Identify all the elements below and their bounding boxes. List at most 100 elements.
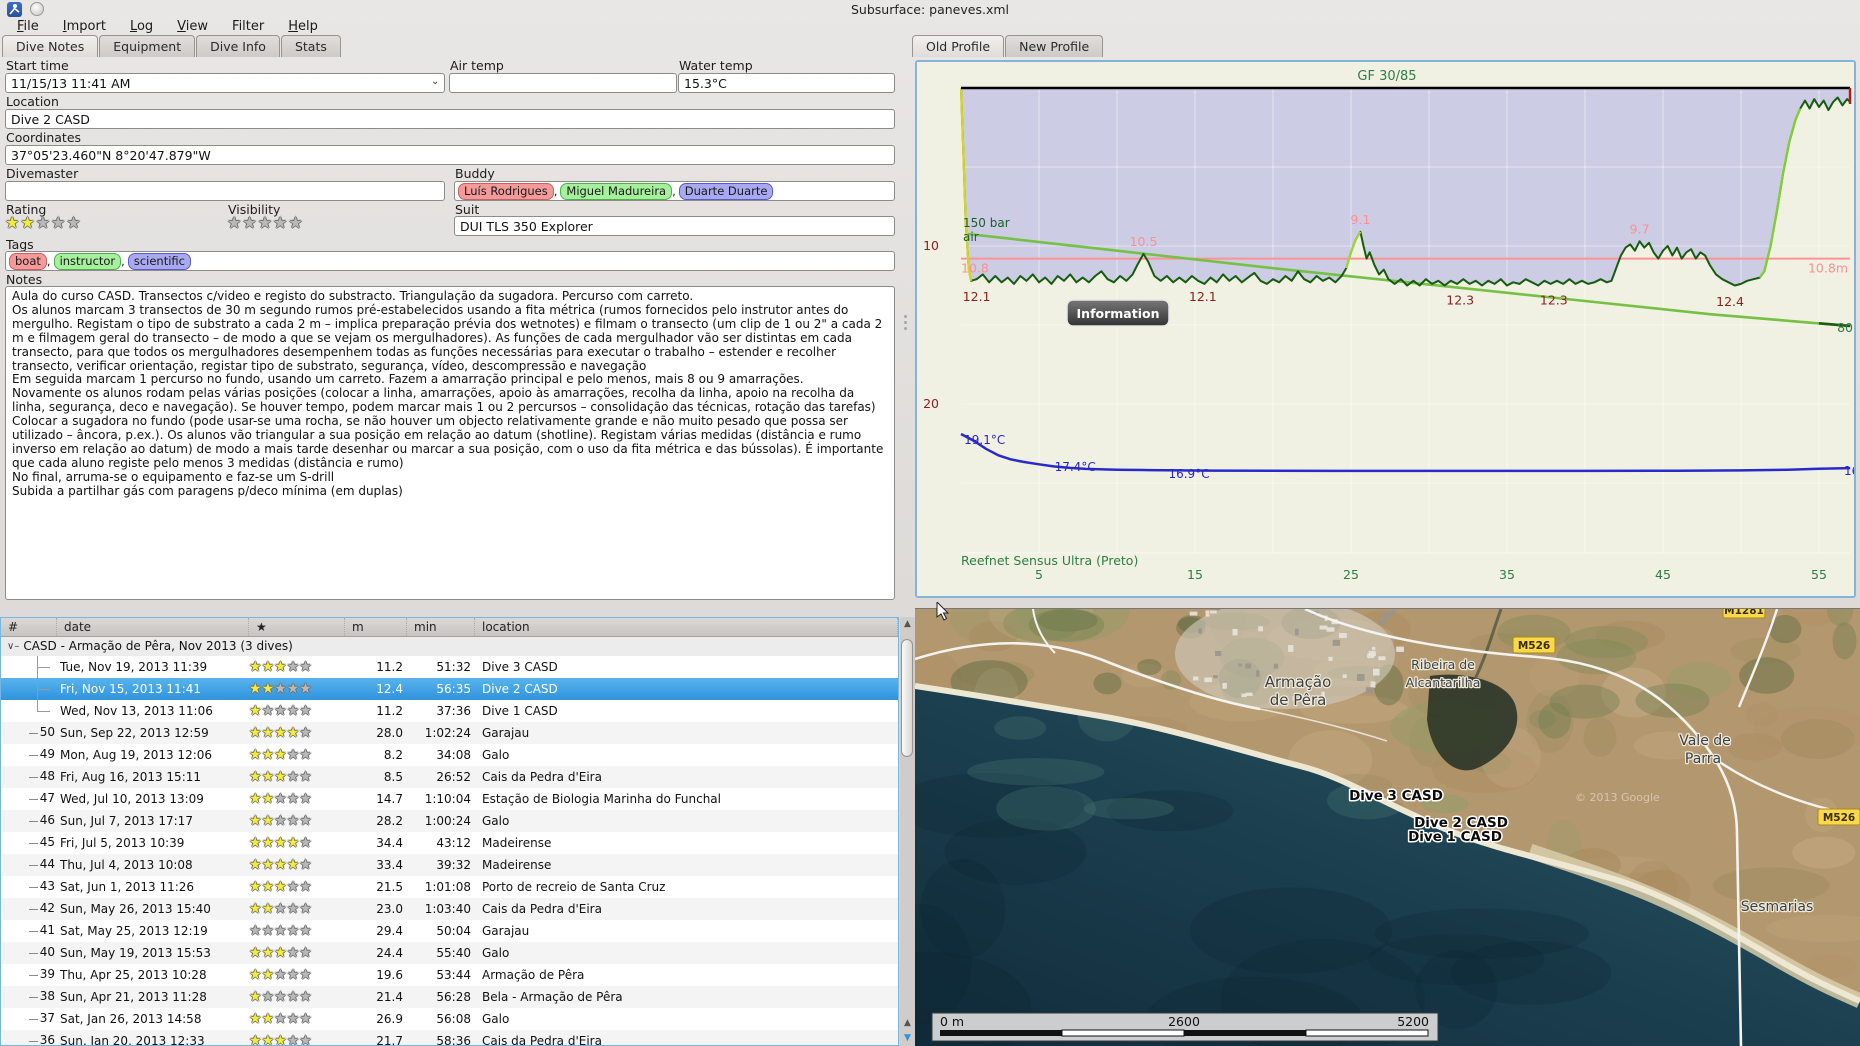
dive-row[interactable]: 42 Sun, May 26, 2013 15:40 ★ ★ ★ ★ ★ 23.0 1:03:4… xyxy=(1,898,898,921)
suit-field[interactable] xyxy=(454,216,895,236)
air-temp-field[interactable] xyxy=(449,73,677,93)
menu-log[interactable]: Log xyxy=(129,19,154,34)
menu-file[interactable]: File xyxy=(17,19,39,34)
visibility-stars[interactable]: ★ ★ ★ ★ ★ xyxy=(227,215,304,231)
dive-row[interactable]: 37 Sat, Jan 26, 2013 14:58 ★ ★ ★ ★ ★ 26.9 56:08 G… xyxy=(1,1008,898,1030)
dive-depth: 29.4 xyxy=(376,924,403,939)
star-rating[interactable]: ★ ★ ★ ★ ★ xyxy=(249,901,345,917)
tab-stats[interactable]: Stats xyxy=(280,35,341,57)
dive-site-marker[interactable]: Dive 2 CASD xyxy=(1413,814,1510,833)
dive-row[interactable]: Fri, Nov 15, 2013 11:41 ★ ★ ★ ★ ★ 12.4 56:35 Div… xyxy=(1,677,898,700)
svg-text:9.1: 9.1 xyxy=(1350,212,1370,227)
mouse-cursor xyxy=(936,600,954,622)
dive-profile-chart[interactable]: 10.8 10.8m GF 30/85 150 bar air 80 10 20 5 15 25 35… xyxy=(915,60,1859,598)
window-button-icon[interactable] xyxy=(30,2,44,16)
dive-row[interactable]: 41 Sat, May 25, 2013 12:19 ★ ★ ★ ★ ★ 29.4 50:04 G… xyxy=(1,920,898,942)
star-rating[interactable]: ★ ★ ★ ★ ★ xyxy=(249,923,345,939)
dive-site-map[interactable]: M526 M526 M1281 Armação de Pêra Ribeira de Alc… xyxy=(914,601,1860,1046)
menu-help[interactable]: Help xyxy=(288,19,318,34)
divemaster-field[interactable] xyxy=(5,181,445,201)
dive-row[interactable]: 49 Mon, Aug 19, 2013 12:06 ★ ★ ★ ★ ★ 8.2 34:08 Ga… xyxy=(1,744,898,766)
star-rating[interactable]: ★ ★ ★ ★ ★ xyxy=(249,857,345,873)
star-rating[interactable]: ★ ★ ★ ★ ★ xyxy=(249,879,345,895)
dive-site-marker[interactable]: Dive 3 CASD xyxy=(1348,787,1445,806)
dive-location: Porto de recreio de Santa Cruz xyxy=(482,880,666,895)
tab-dive-notes[interactable]: Dive Notes xyxy=(2,35,99,57)
scrollbar-thumb[interactable] xyxy=(901,639,913,757)
scroll-down-icon[interactable]: ▼ xyxy=(904,1033,911,1043)
star-rating[interactable]: ★ ★ ★ ★ ★ xyxy=(227,215,304,231)
star-rating[interactable]: ★ ★ ★ ★ ★ xyxy=(249,703,345,719)
buddy-field[interactable]: Luís Rodrigues, Miguel Madureira, Duarte D… xyxy=(454,181,895,201)
star-rating[interactable]: ★ ★ ★ ★ ★ xyxy=(249,967,345,983)
start-time-combo[interactable] xyxy=(5,73,445,93)
star-rating[interactable]: ★ ★ ★ ★ ★ xyxy=(249,1033,345,1045)
dive-depth: 21.7 xyxy=(376,1034,403,1046)
tab-dive-info[interactable]: Dive Info xyxy=(196,35,280,57)
dive-row[interactable]: 48 Fri, Aug 16, 2013 15:11 ★ ★ ★ ★ ★ 8.5 26:52 Ca… xyxy=(1,765,898,788)
tab-new-profile[interactable]: New Profile xyxy=(1005,35,1104,57)
dive-row[interactable]: Wed, Nov 13, 2013 11:06 ★ ★ ★ ★ ★ 11.2 37:36 Div… xyxy=(1,699,898,722)
column-header-location[interactable]: location xyxy=(475,618,898,636)
scroll-up2-icon[interactable]: ▲ xyxy=(904,1018,911,1028)
star-rating[interactable]: ★ ★ ★ ★ ★ xyxy=(249,769,345,785)
dive-list[interactable]: # date ★ m min location ∨– CASD - Armação de P… xyxy=(0,617,899,1046)
star-empty-icon: ★ xyxy=(299,1011,312,1028)
svg-text:55: 55 xyxy=(1811,567,1827,582)
dive-list-header[interactable]: # date ★ m min location xyxy=(1,618,898,637)
dive-number: 45 xyxy=(39,834,55,849)
dropdown-arrow-icon[interactable]: ⌄ xyxy=(431,76,440,87)
dive-row[interactable]: Tue, Nov 19, 2013 11:39 ★ ★ ★ ★ ★ 11.2 51:32 Div… xyxy=(1,655,898,678)
tab-equipment[interactable]: Equipment xyxy=(99,35,196,57)
trip-group-row[interactable]: ∨– CASD - Armação de Pêra, Nov 2013 (3 di… xyxy=(1,637,898,656)
coordinates-field[interactable] xyxy=(5,145,895,165)
dive-row[interactable]: 46 Sun, Jul 7, 2013 17:17 ★ ★ ★ ★ ★ 28.2 1:00:24… xyxy=(1,809,898,832)
column-header-num[interactable]: # xyxy=(1,618,57,636)
scroll-up-icon[interactable]: ▲ xyxy=(904,619,911,629)
dive-site-marker[interactable]: Dive 1 CASD xyxy=(1407,828,1504,847)
dive-location: Madeirense xyxy=(482,835,552,850)
dive-row[interactable]: 43 Sat, Jun 1, 2013 11:26 ★ ★ ★ ★ ★ 21.5 1:01:08… xyxy=(1,876,898,898)
notes-textarea[interactable]: Aula do curso CASD. Transectos c/video e… xyxy=(5,286,895,600)
star-rating[interactable]: ★ ★ ★ ★ ★ xyxy=(249,791,345,807)
star-rating[interactable]: ★ ★ ★ ★ ★ xyxy=(249,681,345,697)
dive-row[interactable]: 50 Sun, Sep 22, 2013 12:59 ★ ★ ★ ★ ★ 28.0 1:02:2… xyxy=(1,721,898,744)
star-empty-icon: ★ xyxy=(299,857,312,874)
dive-row[interactable]: 44 Thu, Jul 4, 2013 10:08 ★ ★ ★ ★ ★ 33.4 39:32 Ma… xyxy=(1,854,898,877)
star-rating[interactable]: ★ ★ ★ ★ ★ xyxy=(249,1011,345,1027)
star-rating[interactable]: ★ ★ ★ ★ ★ xyxy=(249,945,345,961)
star-rating[interactable]: ★ ★ ★ ★ ★ xyxy=(5,215,82,231)
menu-view[interactable]: View xyxy=(177,19,209,34)
dive-row[interactable]: 45 Fri, Jul 5, 2013 10:39 ★ ★ ★ ★ ★ 34.4 43:12 Ma… xyxy=(1,832,898,854)
collapse-arrow-icon[interactable]: ∨– xyxy=(7,640,20,652)
menu-import[interactable]: Import xyxy=(62,19,106,34)
information-tooltip[interactable]: Information xyxy=(1066,299,1170,327)
star-rating[interactable]: ★ ★ ★ ★ ★ xyxy=(249,835,345,851)
star-empty-icon: ★ xyxy=(286,812,300,829)
dive-row[interactable]: 36 Sun, Jan 20, 2013 12:33 ★ ★ ★ ★ ★ 21.7 58:36 C… xyxy=(1,1030,898,1046)
menu-filter[interactable]: Filter xyxy=(232,19,265,34)
column-header-min[interactable]: min xyxy=(407,618,475,636)
dive-duration: 1:02:24 xyxy=(424,725,471,740)
dive-row[interactable]: 39 Thu, Apr 25, 2013 10:28 ★ ★ ★ ★ ★ 19.6 53:44 A… xyxy=(1,964,898,986)
star-rating[interactable]: ★ ★ ★ ★ ★ xyxy=(249,813,345,829)
water-temp-field[interactable] xyxy=(678,73,895,93)
dive-row[interactable]: 40 Sun, May 19, 2013 15:53 ★ ★ ★ ★ ★ 24.4 55:40 G… xyxy=(1,942,898,965)
star-rating[interactable]: ★ ★ ★ ★ ★ xyxy=(249,659,345,675)
star-rating[interactable]: ★ ★ ★ ★ ★ xyxy=(249,989,345,1005)
svg-text:air: air xyxy=(963,230,979,244)
star-rating[interactable]: ★ ★ ★ ★ ★ xyxy=(249,725,345,741)
column-header-stars[interactable]: ★ xyxy=(249,618,345,636)
dive-row[interactable]: 38 Sun, Apr 21, 2013 11:28 ★ ★ ★ ★ ★ 21.4 56:28 B… xyxy=(1,986,898,1009)
star-empty-icon: ★ xyxy=(299,680,312,697)
column-header-m[interactable]: m xyxy=(345,618,407,636)
star-rating[interactable]: ★ ★ ★ ★ ★ xyxy=(249,747,345,763)
location-field[interactable] xyxy=(5,109,895,129)
tab-old-profile[interactable]: Old Profile xyxy=(912,35,1005,57)
panel-splitter[interactable] xyxy=(896,60,915,600)
dive-row[interactable]: 47 Wed, Jul 10, 2013 13:09 ★ ★ ★ ★ ★ 14.7 1:10:0… xyxy=(1,788,898,810)
column-header-date[interactable]: date xyxy=(57,618,249,636)
rating-stars[interactable]: ★ ★ ★ ★ ★ xyxy=(5,215,82,231)
dive-list-scrollbar[interactable]: ▲ ▲ ▼ xyxy=(900,617,915,1046)
tags-field[interactable]: boat, instructor, scientific xyxy=(5,251,895,271)
